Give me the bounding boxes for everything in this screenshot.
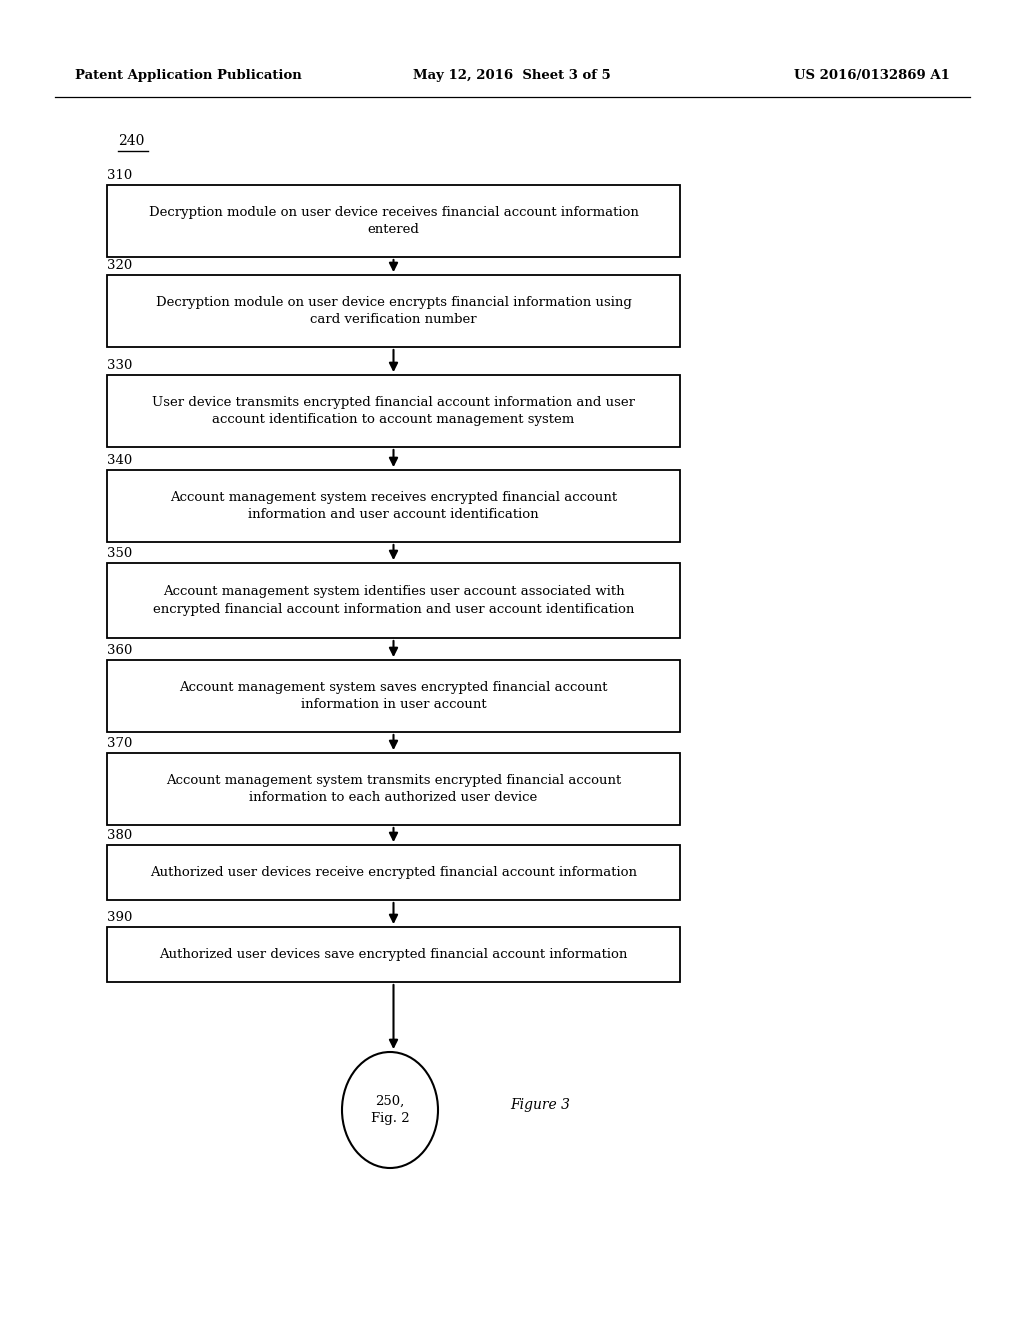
Text: Decryption module on user device encrypts financial information using
card verif: Decryption module on user device encrypt… xyxy=(156,296,632,326)
Text: 390: 390 xyxy=(106,911,132,924)
Bar xyxy=(106,927,680,982)
Text: Patent Application Publication: Patent Application Publication xyxy=(75,69,302,82)
Bar xyxy=(106,470,680,543)
Text: Authorized user devices receive encrypted financial account information: Authorized user devices receive encrypte… xyxy=(150,866,637,879)
Text: Account management system identifies user account associated with
encrypted fina: Account management system identifies use… xyxy=(153,585,634,615)
Bar xyxy=(106,752,680,825)
Ellipse shape xyxy=(342,1052,438,1168)
Text: Account management system saves encrypted financial account
information in user : Account management system saves encrypte… xyxy=(179,681,608,711)
Text: 240: 240 xyxy=(118,135,144,148)
Text: Account management system transmits encrypted financial account
information to e: Account management system transmits encr… xyxy=(166,774,622,804)
Text: User device transmits encrypted financial account information and user
account i: User device transmits encrypted financia… xyxy=(152,396,635,426)
Bar xyxy=(106,564,680,638)
Text: Authorized user devices save encrypted financial account information: Authorized user devices save encrypted f… xyxy=(160,948,628,961)
Text: 380: 380 xyxy=(106,829,132,842)
Text: 250,
Fig. 2: 250, Fig. 2 xyxy=(371,1096,410,1125)
Bar xyxy=(106,275,680,347)
Text: 310: 310 xyxy=(106,169,132,182)
Text: May 12, 2016  Sheet 3 of 5: May 12, 2016 Sheet 3 of 5 xyxy=(413,69,611,82)
Text: Account management system receives encrypted financial account
information and u: Account management system receives encry… xyxy=(170,491,617,521)
Text: 350: 350 xyxy=(106,546,132,560)
Text: Figure 3: Figure 3 xyxy=(510,1098,570,1111)
Text: Decryption module on user device receives financial account information
entered: Decryption module on user device receive… xyxy=(148,206,638,236)
Text: 330: 330 xyxy=(106,359,132,372)
Bar xyxy=(106,185,680,257)
Text: 320: 320 xyxy=(106,259,132,272)
Text: 360: 360 xyxy=(106,644,132,657)
Text: 370: 370 xyxy=(106,737,132,750)
Bar xyxy=(106,845,680,900)
Bar xyxy=(106,660,680,733)
Text: US 2016/0132869 A1: US 2016/0132869 A1 xyxy=(795,69,950,82)
Bar xyxy=(106,375,680,447)
Text: 340: 340 xyxy=(106,454,132,467)
